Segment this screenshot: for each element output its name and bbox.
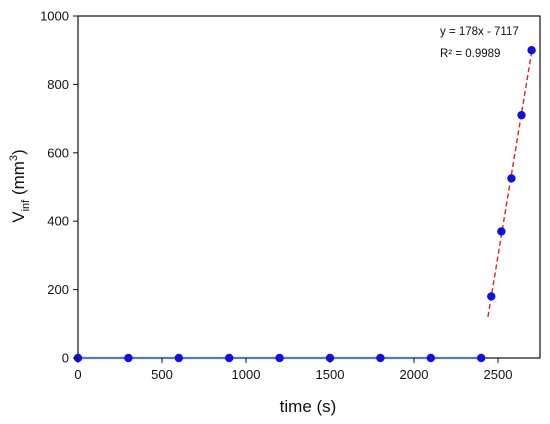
data-point xyxy=(487,292,496,301)
data-point xyxy=(275,353,284,363)
y-axis-title-sub: inf xyxy=(20,199,32,212)
x-tick-label: 500 xyxy=(151,367,173,382)
x-tick-label: 2500 xyxy=(484,367,513,382)
x-tick-label: 2000 xyxy=(400,367,429,382)
y-axis-title-unit-close: ) xyxy=(9,149,28,155)
y-tick-label: 0 xyxy=(62,351,69,366)
data-point xyxy=(426,353,435,363)
y-tick-label: 200 xyxy=(47,282,69,297)
data-point xyxy=(507,174,516,183)
data-point xyxy=(477,353,486,363)
y-tick-label: 1000 xyxy=(40,9,69,24)
data-point xyxy=(376,353,385,363)
x-tick-label: 0 xyxy=(74,367,81,382)
data-point xyxy=(124,353,133,363)
x-axis-title: time (s) xyxy=(280,397,337,416)
data-point xyxy=(517,110,526,120)
x-axis-ticks: 0 500 1000 1500 2000 2500 xyxy=(74,358,512,382)
x-tick-label: 1500 xyxy=(316,367,345,382)
y-axis-title-main: V xyxy=(9,211,28,223)
y-tick-label: 600 xyxy=(47,145,69,160)
y-tick-label: 400 xyxy=(47,214,69,229)
regression-equation: y = 178x - 7117 xyxy=(440,26,519,38)
y-axis-title-unit-open: (mm xyxy=(9,161,28,200)
trendline-layer xyxy=(487,52,533,317)
data-point xyxy=(225,353,234,363)
data-point xyxy=(527,46,536,55)
data-point xyxy=(174,353,183,363)
y-axis-title-unit-sup: 3 xyxy=(8,155,20,161)
x-tick-label: 1000 xyxy=(232,367,261,382)
plot-border xyxy=(77,15,541,359)
plot-frame xyxy=(77,15,541,359)
r-squared-label: R² = 0.9989 xyxy=(440,48,500,60)
data-point xyxy=(497,227,506,236)
y-axis-ticks: 0 200 400 600 800 1000 xyxy=(40,9,78,366)
trendline xyxy=(487,52,533,317)
y-tick-label: 800 xyxy=(47,77,69,92)
data-points-layer xyxy=(73,46,536,363)
y-axis-title: Vinf (mm3) xyxy=(8,149,32,222)
